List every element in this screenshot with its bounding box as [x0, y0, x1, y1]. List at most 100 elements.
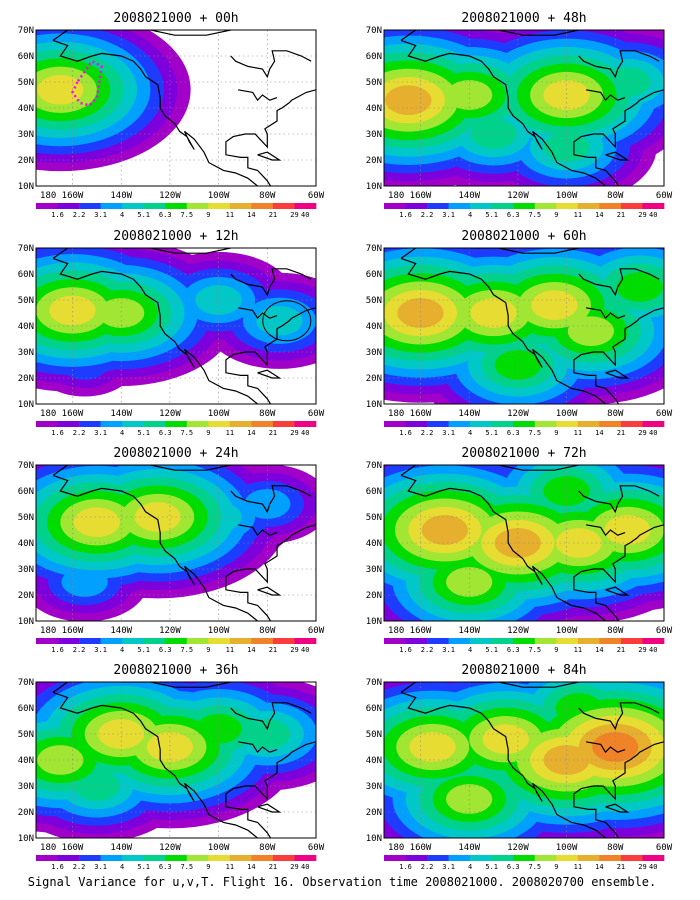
- y-tick-label: 40N: [366, 104, 382, 114]
- x-tick-label: 80W: [607, 409, 624, 419]
- grid: [384, 30, 664, 186]
- y-tick-label: 40N: [18, 756, 34, 766]
- colorbar-swatch: [405, 855, 428, 861]
- grid: [36, 248, 316, 404]
- colorbar-label: 40: [649, 863, 657, 871]
- map-frame: [35, 464, 317, 622]
- colorbar-label: 7.5: [180, 646, 193, 654]
- coastline: [237, 741, 278, 754]
- map-panel: 2008021000 + 72h 10N 20N 30N 40N 50N 60N 70N 180…: [366, 446, 673, 654]
- coastline: [237, 524, 278, 537]
- colorbar-label: 21: [269, 863, 277, 871]
- x-tick-label: 180: [388, 843, 404, 853]
- colorbar-label: 29: [638, 211, 646, 219]
- colorbar-swatch: [470, 203, 492, 209]
- x-tick-label: 60W: [656, 843, 673, 853]
- variance-contour: [531, 290, 578, 321]
- colorbar-label: 9: [554, 863, 558, 871]
- colorbar-swatch: [384, 638, 406, 644]
- colorbar-label: 5.1: [137, 646, 150, 654]
- x-tick-label: 160W: [410, 626, 432, 636]
- colorbar-swatch: [100, 421, 123, 427]
- x-tick-label: 80W: [259, 191, 276, 201]
- y-tick-label: 10N: [18, 182, 34, 192]
- colorbar-swatch: [251, 855, 274, 861]
- colorbar-label: 14: [247, 863, 255, 871]
- variance-field: [36, 465, 316, 621]
- colorbar-label: 11: [574, 429, 582, 437]
- x-tick-label: 80W: [259, 843, 276, 853]
- x-tick-label: 60W: [656, 626, 673, 636]
- x-tick-label: 140W: [110, 626, 132, 636]
- colorbar-swatch: [79, 203, 101, 209]
- colorbar-swatch: [470, 638, 492, 644]
- variance-contour: [543, 80, 590, 110]
- colorbar-label: 3.1: [442, 863, 455, 871]
- colorbar-label: 5.1: [485, 863, 498, 871]
- colorbar-label: 29: [638, 646, 646, 654]
- x-tick-label: 80W: [259, 626, 276, 636]
- variance-contour: [61, 567, 108, 597]
- coastline: [605, 151, 630, 161]
- colorbar-label: 5.1: [485, 211, 498, 219]
- colorbar-swatch: [620, 203, 643, 209]
- y-tick-label: 10N: [366, 400, 382, 410]
- colorbar-swatch: [384, 203, 406, 209]
- y-tick-label: 60N: [366, 487, 382, 497]
- y-tick-label: 70N: [18, 461, 34, 471]
- colorbar-label: 7.5: [528, 646, 541, 654]
- colorbar-swatch: [491, 855, 514, 861]
- x-tick-label: 120W: [159, 409, 181, 419]
- x-tick-label: 80W: [607, 843, 624, 853]
- grid: [36, 30, 316, 186]
- colorbar-label: 2.2: [421, 211, 434, 219]
- colorbar-label: 9: [554, 211, 558, 219]
- y-tick-label: 50N: [18, 513, 34, 523]
- coastline: [257, 151, 282, 161]
- variance-contour: [421, 515, 468, 545]
- coastline: [605, 586, 630, 596]
- variance-contour: [195, 285, 242, 315]
- y-tick-label: 20N: [18, 156, 34, 166]
- coastline: [400, 465, 579, 476]
- coastline: [573, 89, 664, 186]
- colorbar-swatch: [251, 203, 274, 209]
- variance-field: [36, 30, 191, 172]
- x-tick-label: 100W: [208, 191, 230, 201]
- colorbar-label: 2.2: [73, 863, 86, 871]
- y-tick-label: 70N: [18, 678, 34, 688]
- y-tick-label: 50N: [366, 78, 382, 88]
- colorbar-swatch: [272, 421, 295, 427]
- y-tick-label: 70N: [18, 244, 34, 254]
- y-tick-label: 30N: [366, 130, 382, 140]
- variance-contour: [470, 119, 517, 149]
- y-tick-label: 20N: [18, 374, 34, 384]
- colorbar-label: 14: [595, 646, 603, 654]
- y-tick-label: 30N: [18, 348, 34, 358]
- colorbar-swatch: [470, 421, 492, 427]
- y-tick-label: 20N: [366, 374, 382, 384]
- colorbar-swatch: [620, 421, 643, 427]
- colorbar-swatch: [534, 855, 557, 861]
- variance-contour: [470, 298, 517, 328]
- y-tick-label: 20N: [366, 591, 382, 601]
- y-tick-label: 30N: [18, 130, 34, 140]
- colorbar-label: 3.1: [94, 429, 107, 437]
- colorbar-label: 14: [247, 429, 255, 437]
- y-tick-label: 10N: [18, 617, 34, 627]
- colorbar-swatch: [642, 421, 665, 427]
- colorbar-label: 2.2: [73, 211, 86, 219]
- colorbar-swatch: [491, 203, 514, 209]
- target-circle: [262, 300, 312, 342]
- map-panel: 2008021000 + 00h 10N 20N 30N 40N 50N 60N 70N 180…: [18, 11, 325, 219]
- colorbar-swatch: [229, 855, 252, 861]
- colorbar-label: 29: [290, 863, 298, 871]
- colorbar-swatch: [513, 638, 536, 644]
- y-tick-label: 20N: [18, 591, 34, 601]
- coastline: [52, 465, 231, 476]
- grid: [36, 682, 316, 838]
- colorbar-swatch: [577, 855, 600, 861]
- colorbar-swatch: [186, 638, 209, 644]
- coastlines: [52, 465, 316, 621]
- colorbar-swatch: [642, 203, 665, 209]
